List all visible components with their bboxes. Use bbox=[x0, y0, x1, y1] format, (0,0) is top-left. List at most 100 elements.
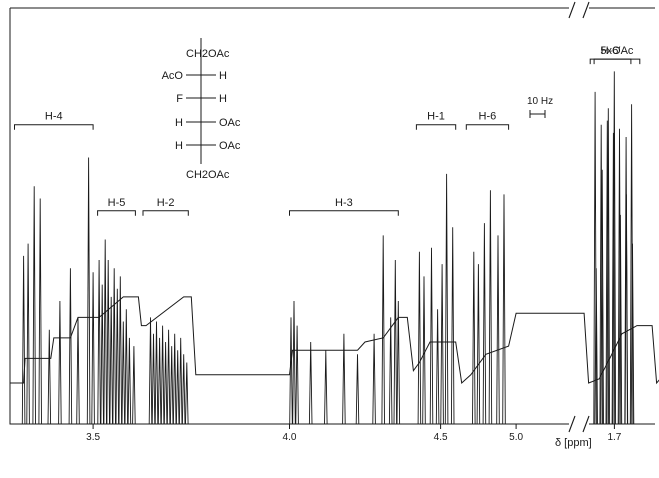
signal-label: H-6 bbox=[479, 111, 497, 123]
spectrum-peak bbox=[422, 276, 426, 425]
signal-label: H-1 bbox=[427, 111, 445, 123]
signal-bracket bbox=[289, 210, 399, 216]
spectrum-peak bbox=[396, 300, 401, 425]
spectrum-peak bbox=[472, 251, 476, 425]
spectrum-peak bbox=[26, 243, 30, 425]
spectrum-peak bbox=[132, 346, 136, 425]
x-tick-label: 3.5 bbox=[86, 432, 100, 443]
spectrum-peak bbox=[115, 288, 120, 425]
axis-break-mark-top bbox=[568, 1, 590, 19]
x-tick-label: 5.0 bbox=[509, 432, 523, 443]
signal-bracket bbox=[14, 124, 94, 130]
scale-bar: 10 Hz bbox=[527, 96, 553, 118]
spectrum-peak bbox=[417, 251, 422, 425]
spectrum-peak bbox=[606, 108, 611, 425]
signal-label: H-5 bbox=[108, 197, 126, 209]
spectrum-peak bbox=[593, 91, 597, 425]
fischer-bonds bbox=[186, 74, 216, 146]
spectrum-peak bbox=[38, 198, 42, 425]
fischer-c5-right: OAc bbox=[219, 140, 241, 152]
fischer-c2-right: H bbox=[219, 70, 227, 82]
spectrum-peak bbox=[47, 329, 52, 425]
signal-label: H-2 bbox=[157, 197, 175, 209]
spectrum-peak bbox=[121, 321, 126, 425]
spectrum-peak bbox=[21, 255, 26, 425]
spectrum-peak bbox=[381, 235, 385, 425]
spectrum-peak bbox=[166, 329, 171, 425]
spectrum-peak bbox=[308, 341, 313, 425]
x-axis-label: δ [ppm] bbox=[555, 437, 592, 449]
spectrum-peak bbox=[429, 247, 434, 425]
spectrum-peak bbox=[76, 317, 80, 425]
plot-frame-right-segment bbox=[589, 7, 655, 425]
spectrum-peak bbox=[440, 264, 444, 425]
signal-bracket bbox=[142, 210, 189, 216]
spectrum-peak bbox=[109, 296, 113, 425]
plot-frame-left-segment bbox=[9, 7, 569, 425]
spectrum-peak bbox=[148, 317, 153, 425]
spectrum-peak bbox=[482, 223, 487, 425]
spectrum-peak bbox=[295, 325, 299, 425]
signal-label: 5xOAc bbox=[600, 45, 634, 57]
spectrum-peak bbox=[124, 309, 129, 425]
integral-group bbox=[10, 296, 659, 385]
spectrum-peak bbox=[163, 341, 168, 425]
fischer-structure: CH2OAc AcO H F H H OAc H OAc CH2OAc bbox=[162, 38, 241, 181]
signal-label: H-6′ bbox=[601, 45, 621, 57]
spectrum-peak bbox=[58, 300, 62, 425]
spectrum-peak bbox=[181, 354, 186, 425]
spectrum-peak bbox=[388, 317, 393, 425]
x-tick-label: 1.7 bbox=[607, 432, 621, 443]
fischer-c4-left: H bbox=[175, 117, 183, 129]
signal-label: H-3 bbox=[335, 197, 353, 209]
spectrum-peak bbox=[292, 300, 296, 425]
spectrum-peak bbox=[599, 124, 603, 425]
fischer-bottom-group: CH2OAc bbox=[186, 169, 230, 181]
spectrum-peak bbox=[154, 321, 159, 425]
spectrum-peak bbox=[289, 317, 293, 425]
spectrum-peak bbox=[612, 71, 617, 425]
fischer-c5-left: H bbox=[175, 140, 183, 152]
x-tick-label: 4.5 bbox=[434, 432, 448, 443]
spectrum-peak bbox=[324, 350, 328, 425]
spectrum-peak bbox=[127, 337, 132, 425]
spectrum-peak bbox=[600, 169, 604, 425]
spectrum-peak bbox=[393, 259, 398, 425]
spectrum-peak bbox=[496, 235, 500, 425]
spectrum-peak bbox=[488, 190, 493, 425]
fischer-c3-right: H bbox=[219, 93, 227, 105]
signal-bracket bbox=[97, 210, 136, 216]
spectrum-peak bbox=[118, 276, 123, 425]
spectrum-peak bbox=[169, 346, 174, 425]
spectrum-peak bbox=[355, 354, 360, 425]
spectrum-peak bbox=[444, 173, 449, 425]
spectrum-peak bbox=[178, 337, 183, 425]
signal-bracket bbox=[589, 58, 632, 65]
x-ticks-group: 3.54.04.55.04.01.7 bbox=[86, 424, 622, 443]
spectrum-peak bbox=[86, 157, 91, 425]
integral-trace bbox=[10, 296, 659, 385]
axis-break-mark-bottom bbox=[568, 415, 590, 433]
scale-bar-line bbox=[529, 110, 546, 118]
spectrum-peak bbox=[476, 264, 481, 425]
spectrum-peak bbox=[342, 333, 346, 425]
spectrum-peak bbox=[185, 362, 189, 425]
spectrum-peak bbox=[618, 214, 623, 425]
spectrum-peak bbox=[175, 350, 180, 425]
fischer-c4-right: OAc bbox=[219, 117, 241, 129]
spectrum-peak bbox=[617, 128, 622, 425]
spectrum-peak bbox=[605, 120, 610, 425]
spectrum-peak bbox=[160, 325, 165, 425]
spectrum-peak bbox=[502, 194, 506, 425]
spectrum-peak bbox=[435, 309, 440, 425]
signal-bracket bbox=[465, 124, 510, 130]
spectrum-peak bbox=[172, 333, 177, 425]
spectrum-peak bbox=[157, 337, 162, 425]
spectrum-peak bbox=[151, 333, 156, 425]
x-tick-label: 4.0 bbox=[283, 432, 297, 443]
annotations-group: H-4H-5H-2H-3H-1H-6H-6′H-1′5xOAc bbox=[14, 45, 641, 216]
spectrum-peak bbox=[68, 268, 73, 425]
peaks-group bbox=[21, 71, 635, 425]
spectrum-peak bbox=[97, 259, 101, 425]
